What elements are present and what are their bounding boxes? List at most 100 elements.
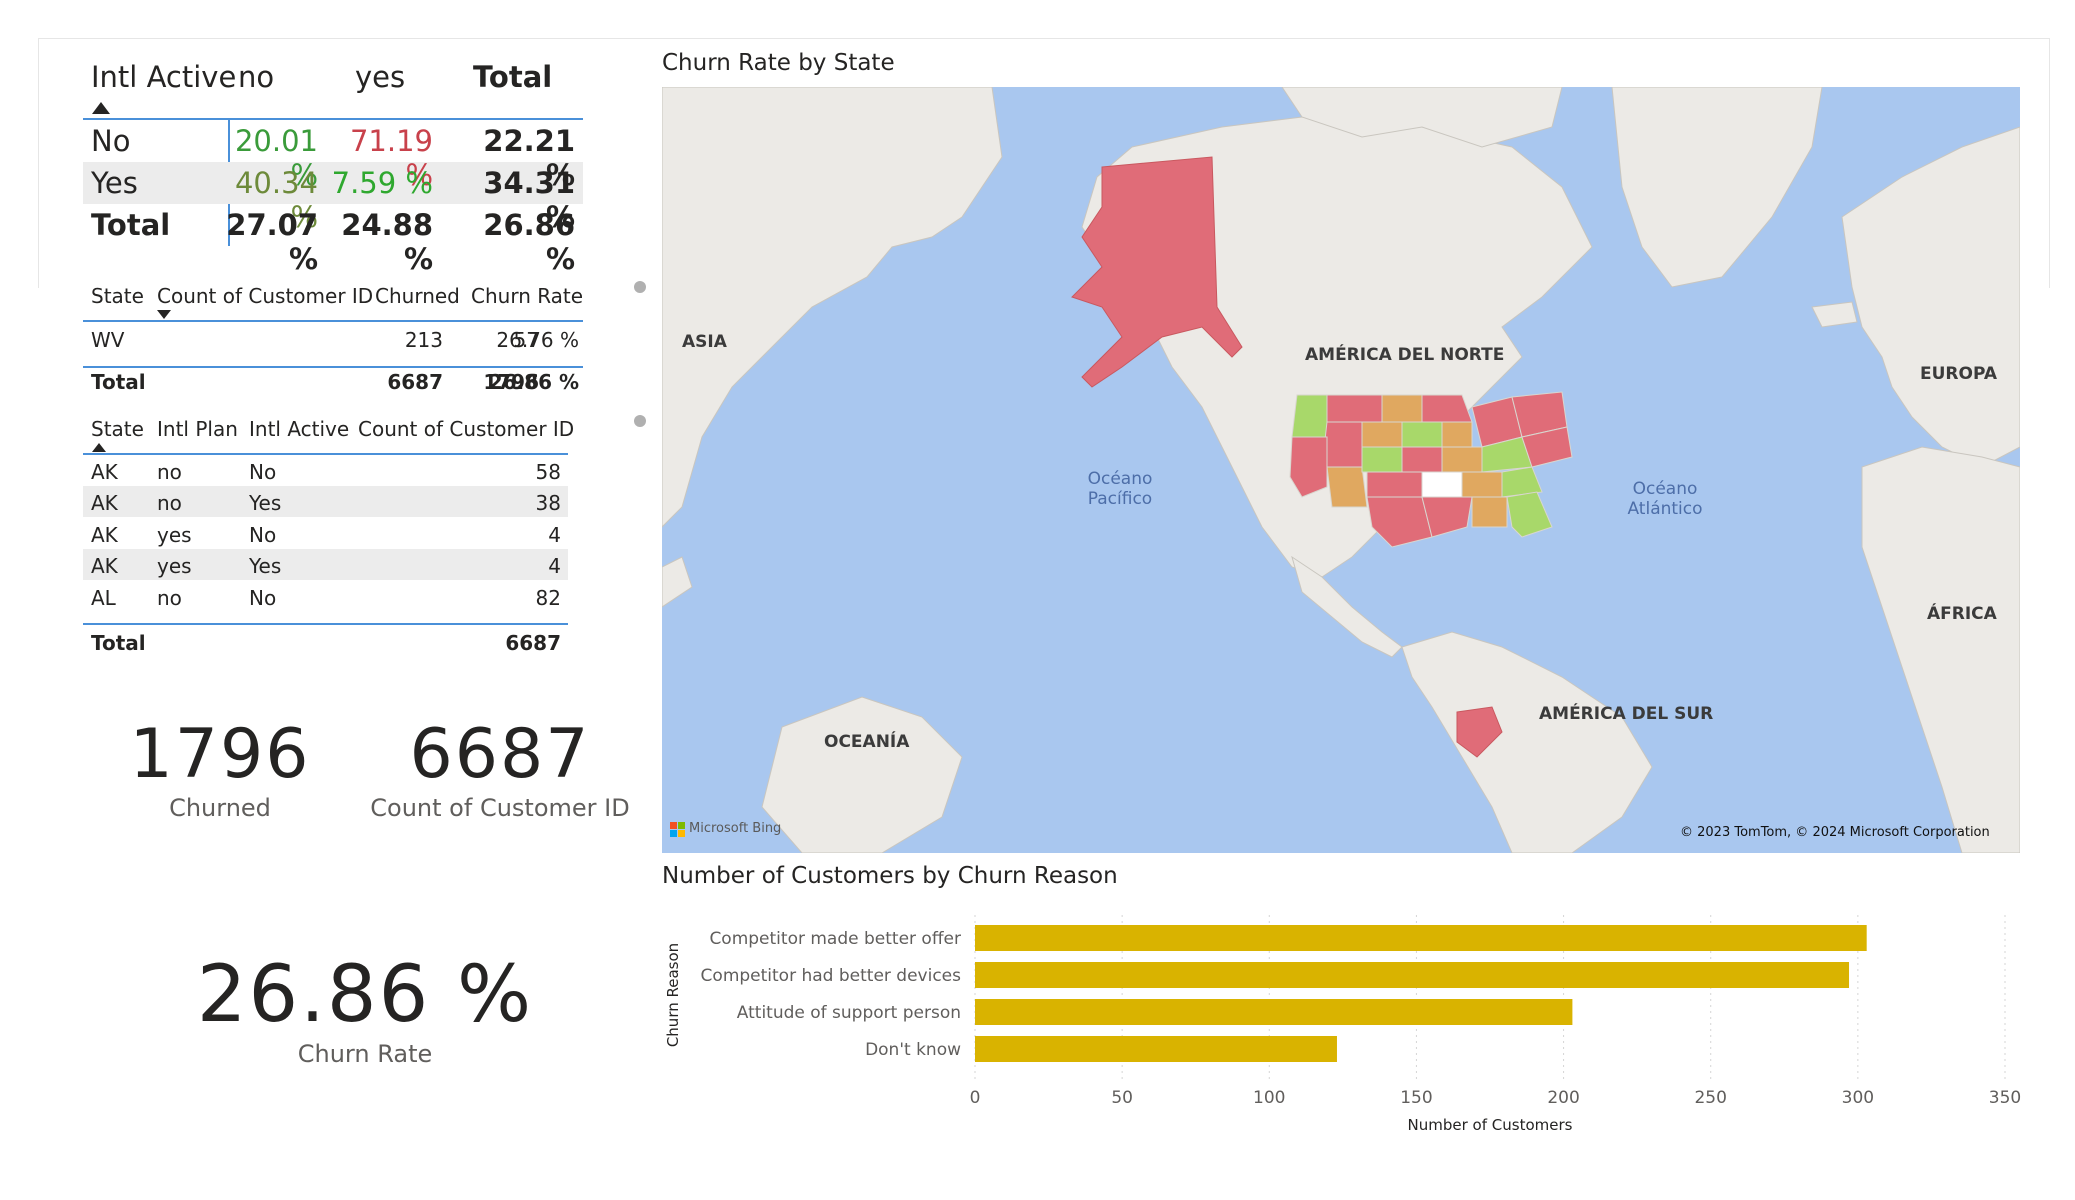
matrix-cell: 27.07 %: [226, 208, 318, 276]
table-total-cell: Total: [91, 631, 146, 655]
matrix-stripe: [83, 162, 583, 204]
category-label: Competitor made better offer: [709, 929, 961, 949]
bing-attribution: Microsoft Bing: [689, 821, 782, 836]
matrix-col-no[interactable]: no: [238, 60, 275, 94]
table-header-line: [83, 453, 568, 455]
x-tick-label: 300: [1842, 1088, 1874, 1108]
card-value: 1796: [129, 715, 311, 794]
sort-descending-icon[interactable]: [157, 310, 171, 319]
bar[interactable]: [975, 999, 1573, 1025]
churn-rate-col-header[interactable]: Churn Rate: [471, 284, 584, 308]
row-stripe: [83, 486, 568, 517]
card-label: Count of Customer ID: [370, 794, 630, 822]
churn-reason-bar-chart: Competitor made better offer Competitor h…: [664, 915, 2021, 1134]
map-title: Churn Rate by State: [662, 50, 895, 76]
sort-ascending-icon[interactable]: [92, 443, 106, 452]
report-frame-top: [38, 38, 2050, 39]
matrix-cell: 34.31 %: [483, 166, 575, 234]
matrix-row-label: Yes: [91, 166, 138, 200]
table-cell: 82: [535, 586, 561, 610]
map-label-atlantic-line1: Océano: [1632, 479, 1698, 499]
table-cell: No: [249, 586, 277, 610]
table-total-cell: 6687: [387, 370, 443, 394]
churned-col-header[interactable]: Churned: [375, 284, 460, 308]
us-states[interactable]: [1289, 391, 1573, 548]
table-cell: AK: [91, 491, 118, 515]
table-total-line: [83, 366, 583, 368]
table-cell: Yes: [249, 491, 282, 515]
table-total-line: [83, 623, 568, 625]
state-col-header[interactable]: State: [91, 417, 144, 441]
table-cell: 38: [535, 491, 561, 515]
matrix-row: Yes 40.34 % 7.59 % 34.31 %: [83, 162, 583, 234]
table-header-line: [83, 320, 583, 322]
map-label-pacific: Océano Pacífico: [1070, 469, 1170, 509]
bar-chart-title: Number of Customers by Churn Reason: [662, 863, 1118, 889]
report-frame-left: [38, 38, 39, 288]
table-cell: No: [249, 460, 277, 484]
table-cell: 26.76 %: [496, 328, 579, 352]
table-total-cell: 1796: [483, 370, 539, 394]
x-tick-label: 200: [1547, 1088, 1579, 1108]
card-count: 6687 Count of Customer ID: [370, 715, 630, 822]
matrix-cell: 24.88 %: [341, 208, 433, 276]
intl-plan-col-header[interactable]: Intl Plan: [157, 417, 238, 441]
count-col-header[interactable]: Count of Customer ID: [358, 417, 575, 441]
x-tick-label: 0: [970, 1088, 981, 1108]
map-label-north-america: AMÉRICA DEL NORTE: [1305, 345, 1505, 365]
table-cell: no: [157, 586, 182, 610]
south-america-region[interactable]: [1456, 706, 1503, 758]
table-cell: AK: [91, 523, 118, 547]
bar[interactable]: [975, 925, 1867, 951]
state-col-header[interactable]: State: [91, 284, 144, 308]
table-cell: 213: [404, 328, 443, 352]
matrix-col-yes[interactable]: yes: [355, 60, 406, 94]
visual-resize-handle[interactable]: [634, 281, 646, 293]
microsoft-logo-icon: [670, 822, 685, 837]
table-cell: AK: [91, 460, 118, 484]
matrix-cell: 20.01 %: [234, 124, 318, 192]
map-label-africa: ÁFRICA: [1927, 604, 1997, 624]
map-canvas: [662, 87, 2020, 853]
matrix-row: No 20.01 % 71.19 % 22.21 %: [83, 120, 583, 192]
card-label: Churned: [169, 794, 271, 822]
map-label-europe: EUROPA: [1920, 364, 1998, 384]
table-cell: no: [157, 460, 182, 484]
x-tick-label: 150: [1400, 1088, 1432, 1108]
churn-map[interactable]: ASIA AMÉRICA DEL NORTE EUROPA Océano Pac…: [662, 87, 2020, 853]
table-cell: 4: [548, 523, 561, 547]
alaska-region[interactable]: [1071, 156, 1243, 388]
table-cell: No: [249, 523, 277, 547]
map-land: [662, 87, 2020, 853]
table-cell: yes: [157, 554, 192, 578]
category-label: Attitude of support person: [737, 1003, 961, 1023]
card-churned: 1796 Churned: [110, 715, 330, 822]
matrix-col-total[interactable]: Total: [473, 60, 553, 94]
map-label-atlantic: Océano Atlántico: [1610, 479, 1720, 519]
card-churn-rate: 26.86 % Churn Rate: [180, 950, 550, 1068]
intl-active-col-header[interactable]: Intl Active: [249, 417, 350, 441]
matrix-row-header[interactable]: Intl Active: [91, 60, 237, 94]
map-label-pacific-line1: Océano: [1087, 469, 1153, 489]
category-label: Competitor had better devices: [701, 966, 962, 986]
matrix-cell: 40.34 %: [234, 166, 318, 234]
table-cell: AK: [91, 554, 118, 578]
matrix-header: Intl Active no yes Total: [83, 58, 583, 116]
matrix-cell: 26.86 %: [483, 208, 575, 276]
count-col-header[interactable]: Count of Customer ID: [157, 284, 374, 308]
x-axis-title: Number of Customers: [1408, 1116, 1573, 1134]
sort-ascending-icon[interactable]: [92, 102, 110, 114]
visual-resize-handle[interactable]: [634, 415, 646, 427]
map-label-atlantic-line2: Atlántico: [1627, 499, 1703, 519]
table-cell: AL: [91, 586, 116, 610]
table-cell: yes: [157, 523, 192, 547]
x-tick-label: 250: [1694, 1088, 1726, 1108]
bar[interactable]: [975, 1036, 1337, 1062]
matrix-cell: 7.59 %: [331, 166, 433, 200]
x-tick-label: 100: [1253, 1088, 1285, 1108]
bar[interactable]: [975, 962, 1850, 988]
table-cell: 4: [548, 554, 561, 578]
matrix-row-label: No: [91, 124, 131, 158]
card-value: 26.86 %: [196, 950, 534, 1040]
matrix-total-row: Total 27.07 % 24.88 % 26.86 %: [83, 204, 583, 276]
